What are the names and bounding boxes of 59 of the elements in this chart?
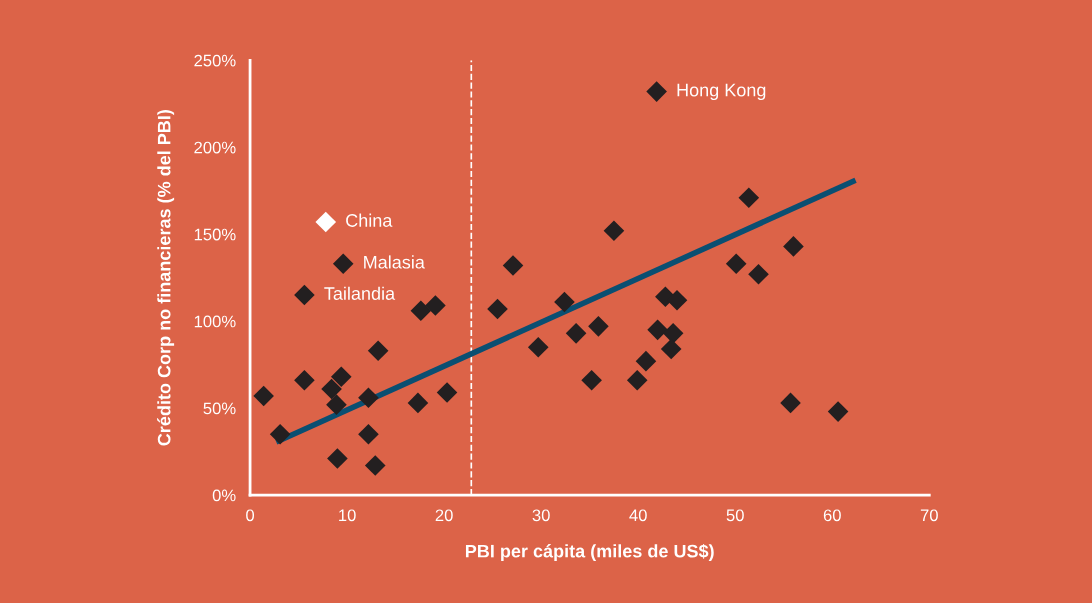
x-tick-label: 50: [726, 509, 744, 522]
point: [827, 401, 849, 422]
point: [327, 448, 348, 469]
point: [294, 284, 315, 306]
x-tick-label: 0: [246, 509, 255, 522]
y-axis-title: Crédito Corp no financieras (% del PBI): [157, 110, 175, 446]
point: [554, 291, 575, 313]
point: [660, 338, 682, 360]
y-tick-label: 200%: [194, 141, 236, 154]
point: [748, 263, 769, 285]
point: [332, 253, 354, 275]
x-axis-title: PBI per cápita (miles de US$): [465, 543, 714, 562]
point: [666, 289, 688, 311]
point: [330, 366, 352, 388]
y-tick-label: 100%: [194, 315, 236, 328]
point: [635, 350, 657, 372]
point: [662, 323, 684, 344]
point: [502, 255, 524, 276]
point: [527, 336, 549, 358]
annotation: China: [346, 213, 393, 227]
point: [783, 236, 804, 257]
x-tick-label: 10: [339, 509, 356, 522]
point: [487, 298, 508, 320]
point: [315, 211, 337, 233]
point: [410, 300, 432, 322]
point: [725, 253, 747, 275]
y-tick-label: 250%: [194, 54, 236, 67]
point: [626, 369, 648, 391]
point: [364, 455, 386, 476]
point: [253, 385, 274, 407]
annotation: Hong Kong: [677, 83, 766, 101]
y-tick-label: 0%: [212, 489, 236, 502]
x-tick-label: 60: [823, 509, 841, 522]
point: [358, 387, 379, 408]
point: [646, 81, 667, 102]
point: [294, 369, 315, 391]
y-tick-label: 50%: [203, 402, 236, 415]
point: [367, 340, 389, 362]
point: [425, 295, 446, 316]
x-tick-label: 30: [532, 509, 550, 522]
y-tick-label: 150%: [194, 228, 236, 241]
point: [647, 319, 668, 341]
point: [407, 392, 429, 414]
point: [436, 382, 458, 403]
x-tick-label: 70: [920, 509, 938, 522]
point: [581, 369, 602, 391]
point: [780, 392, 801, 414]
point: [358, 423, 379, 445]
annotation: Malasia: [364, 255, 425, 269]
point: [738, 187, 760, 208]
point: [565, 323, 587, 344]
point: [588, 316, 609, 337]
annotation: Tailandia: [324, 286, 396, 300]
point: [603, 220, 625, 242]
x-tick-label: 40: [629, 509, 647, 522]
point: [321, 378, 342, 400]
point: [326, 394, 347, 415]
x-tick-label: 20: [435, 509, 453, 522]
point: [269, 423, 291, 445]
